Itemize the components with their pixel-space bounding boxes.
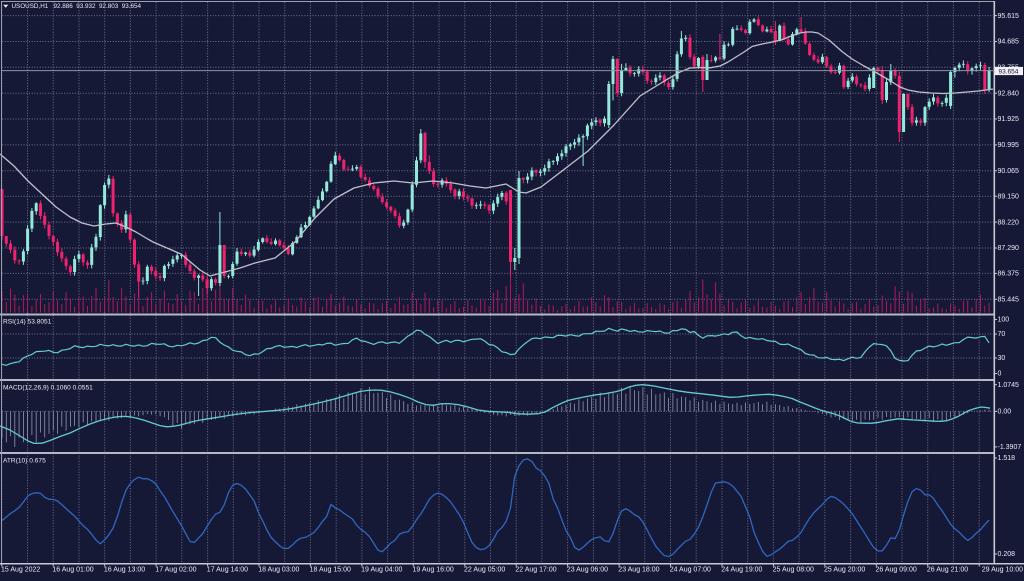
svg-text:26 Aug 09:00: 26 Aug 09:00	[876, 567, 917, 574]
svg-text:USOUSD,H1 92.886 93.932 92: USOUSD,H1 92.886 93.932 92.803 93.654	[12, 3, 142, 10]
svg-text:ATR(10) 0.675: ATR(10) 0.675	[3, 458, 46, 465]
svg-text:-1.3907: -1.3907	[998, 444, 1022, 451]
svg-text:88.220: 88.220	[998, 219, 1020, 226]
svg-text:1.0745: 1.0745	[998, 382, 1020, 389]
svg-text:17 Aug 14:00: 17 Aug 14:00	[207, 567, 248, 574]
svg-text:24 Aug 07:00: 24 Aug 07:00	[670, 567, 711, 574]
svg-text:MACD(12,26,9) 0.1060 0.0551: MACD(12,26,9) 0.1060 0.0551	[3, 385, 93, 392]
svg-text:25 Aug 20:00: 25 Aug 20:00	[824, 567, 865, 574]
svg-text:100: 100	[998, 317, 1010, 324]
svg-text:87.290: 87.290	[998, 245, 1020, 252]
svg-text:15 Aug 2022: 15 Aug 2022	[1, 567, 40, 574]
svg-text:91.925: 91.925	[998, 116, 1020, 123]
svg-text:90.995: 90.995	[998, 142, 1020, 149]
svg-text:93.654: 93.654	[999, 69, 1019, 76]
svg-text:29 Aug 10:00: 29 Aug 10:00	[982, 567, 1023, 574]
svg-text:22 Aug 17:00: 22 Aug 17:00	[515, 567, 556, 574]
svg-text:23 Aug 18:00: 23 Aug 18:00	[618, 567, 659, 574]
svg-text:19 Aug 04:00: 19 Aug 04:00	[361, 567, 402, 574]
svg-text:95.615: 95.615	[998, 13, 1020, 20]
svg-text:1.518: 1.518	[998, 455, 1016, 462]
svg-text:23 Aug 06:00: 23 Aug 06:00	[567, 567, 608, 574]
svg-text:24 Aug 19:00: 24 Aug 19:00	[721, 567, 762, 574]
svg-text:0.208: 0.208	[998, 551, 1016, 558]
svg-text:16 Aug 01:00: 16 Aug 01:00	[52, 567, 93, 574]
svg-text:94.685: 94.685	[998, 39, 1020, 46]
svg-text:0: 0	[998, 371, 1002, 378]
svg-text:0.00: 0.00	[998, 409, 1012, 416]
svg-text:16 Aug 13:00: 16 Aug 13:00	[104, 567, 145, 574]
svg-text:18 Aug 15:00: 18 Aug 15:00	[310, 567, 351, 574]
svg-text:19 Aug 16:00: 19 Aug 16:00	[413, 567, 454, 574]
svg-text:85.445: 85.445	[998, 297, 1020, 304]
svg-text:25 Aug 08:00: 25 Aug 08:00	[773, 567, 814, 574]
svg-text:86.375: 86.375	[998, 271, 1020, 278]
svg-text:90.065: 90.065	[998, 168, 1020, 175]
svg-text:17 Aug 02:00: 17 Aug 02:00	[155, 567, 196, 574]
svg-text:26 Aug 21:00: 26 Aug 21:00	[927, 567, 968, 574]
svg-text:30: 30	[998, 355, 1006, 362]
svg-text:22 Aug 05:00: 22 Aug 05:00	[464, 567, 505, 574]
svg-text:70: 70	[998, 331, 1006, 338]
svg-text:18 Aug 03:00: 18 Aug 03:00	[258, 567, 299, 574]
svg-text:89.150: 89.150	[998, 193, 1020, 200]
svg-text:RSI(14) 53.8051: RSI(14) 53.8051	[3, 319, 52, 326]
svg-text:92.840: 92.840	[998, 90, 1020, 97]
